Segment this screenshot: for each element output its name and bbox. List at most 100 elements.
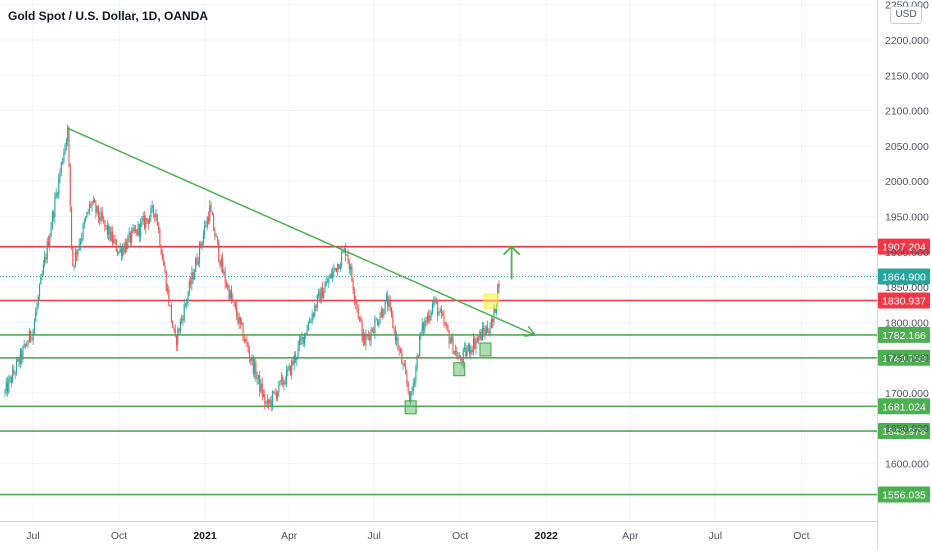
candle-body — [147, 218, 148, 220]
candle-body — [409, 391, 410, 400]
candle-body — [13, 370, 14, 373]
candle-body — [61, 162, 62, 172]
candle-body — [161, 246, 162, 255]
candle-body — [493, 308, 494, 322]
candle-body — [131, 230, 132, 242]
candle-body — [313, 314, 314, 316]
candle-body — [190, 281, 191, 284]
currency-badge[interactable]: USD — [890, 6, 922, 24]
candle-body — [336, 268, 337, 272]
candle-body — [10, 377, 11, 379]
candle-body — [359, 318, 360, 319]
candle-body — [240, 317, 241, 323]
candle-body — [341, 253, 342, 265]
candle-body — [465, 348, 466, 357]
candle-body — [75, 252, 76, 265]
candle-body — [47, 241, 48, 259]
candle-body — [4, 391, 5, 393]
candle-body — [360, 318, 361, 322]
candle-body — [57, 193, 58, 195]
candlesticks — [4, 124, 499, 411]
candle-body — [283, 382, 284, 385]
candle-body — [451, 337, 452, 342]
candle-body — [491, 319, 492, 328]
candle-body — [152, 206, 153, 208]
candle-body — [155, 214, 156, 217]
candle-body — [209, 205, 210, 221]
candle-body — [100, 212, 101, 221]
candle-body — [315, 306, 316, 308]
candle-body — [143, 216, 144, 220]
candle-body — [33, 330, 34, 340]
candle-body — [162, 254, 163, 260]
candle-body — [235, 303, 236, 307]
candle-body — [79, 245, 80, 250]
candle-body — [458, 358, 459, 359]
candle-body — [85, 218, 86, 222]
candle-body — [71, 207, 72, 247]
candle-body — [309, 322, 310, 323]
y-tick-label: 1950.000 — [885, 211, 929, 223]
candle-body — [474, 339, 475, 349]
candle-body — [97, 206, 98, 213]
candle-body — [88, 212, 89, 213]
candle-body — [123, 247, 124, 251]
candle-body — [11, 377, 12, 383]
candle-body — [62, 162, 63, 163]
candle-body — [353, 280, 354, 291]
candle-body — [428, 316, 429, 321]
candle-body — [463, 349, 464, 362]
level-price-label: 1830.937 — [882, 295, 926, 307]
support-marker — [405, 401, 416, 414]
candle-body — [271, 400, 272, 406]
candle-body — [377, 320, 378, 325]
candle-body — [134, 228, 135, 231]
candle-body — [44, 257, 45, 264]
candle-body — [193, 272, 194, 279]
candle-body — [499, 284, 500, 287]
candle-body — [122, 247, 123, 256]
y-tick-label: 1850.000 — [885, 282, 929, 294]
candle-body — [481, 332, 482, 340]
candle-body — [7, 382, 8, 392]
candle-body — [296, 357, 297, 360]
candle-body — [168, 289, 169, 305]
candle-body — [460, 357, 461, 360]
candle-body — [269, 400, 270, 404]
candle-body — [8, 379, 9, 392]
candle-body — [364, 334, 365, 345]
candle-body — [286, 370, 287, 384]
candle-body — [187, 294, 188, 302]
candle-body — [390, 301, 391, 307]
candle-body — [237, 317, 238, 324]
chart-title: Gold Spot / U.S. Dollar, 1D, OANDA — [8, 9, 208, 23]
candle-body — [200, 243, 201, 246]
candle-body — [347, 255, 348, 261]
candle-body — [154, 214, 155, 218]
candle-body — [379, 317, 380, 323]
candle-body — [254, 362, 255, 373]
candle-body — [321, 287, 322, 302]
candle-body — [371, 329, 372, 340]
candle-body — [36, 306, 37, 313]
candle-body — [298, 346, 299, 357]
candle-body — [189, 281, 190, 293]
candle-body — [48, 241, 49, 246]
candle-body — [98, 206, 99, 218]
candle-body — [63, 153, 64, 162]
candle-body — [185, 304, 186, 305]
candle-body — [267, 400, 268, 403]
candle-body — [404, 364, 405, 366]
candle-body — [399, 349, 400, 350]
candle-body — [196, 258, 197, 264]
candle-body — [186, 301, 187, 303]
candle-body — [363, 334, 364, 341]
candle-body — [445, 324, 446, 325]
candle-body — [362, 321, 363, 341]
candle-body — [77, 250, 78, 256]
candle-body — [195, 258, 196, 271]
candle-body — [396, 337, 397, 340]
candle-body — [303, 337, 304, 344]
candle-body — [56, 193, 57, 197]
